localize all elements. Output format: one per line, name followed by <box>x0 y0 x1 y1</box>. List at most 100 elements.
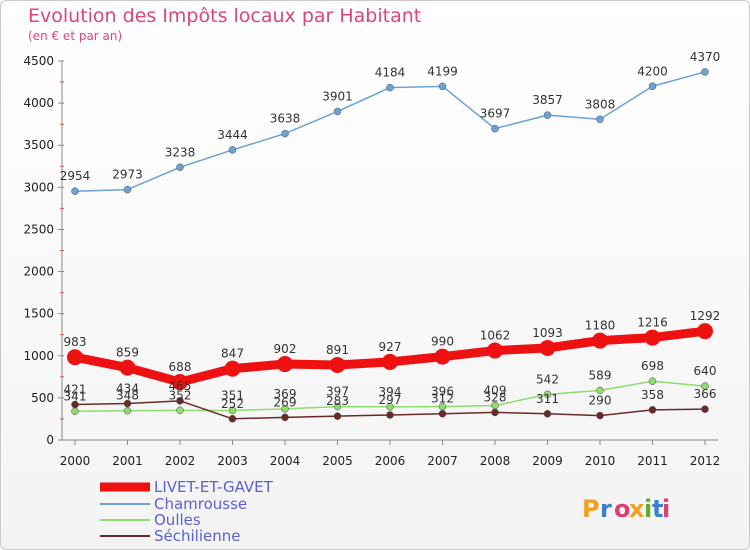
logo-letter: x <box>629 495 645 523</box>
logo-letter: P <box>582 495 600 523</box>
data-point <box>434 348 451 365</box>
data-point <box>386 411 394 419</box>
data-point <box>648 377 657 385</box>
data-point <box>596 411 604 420</box>
data-point <box>281 405 289 413</box>
data-point <box>123 185 132 194</box>
data-label: 847 <box>221 347 244 361</box>
data-point <box>648 82 657 91</box>
x-tick-label: 2000 <box>60 454 91 468</box>
data-point <box>644 329 661 346</box>
data-point <box>119 359 136 376</box>
data-label: 891 <box>326 343 349 357</box>
data-point <box>277 356 293 373</box>
x-tick-label: 2002 <box>165 454 196 468</box>
data-label: 311 <box>536 392 559 406</box>
data-point <box>701 382 709 390</box>
data-label: 4199 <box>427 64 458 78</box>
data-point <box>596 386 604 395</box>
data-label: 902 <box>274 342 297 356</box>
y-tick-label: 500 <box>31 391 54 405</box>
logo-letter: i <box>662 495 670 523</box>
x-tick-label: 2011 <box>637 454 668 468</box>
x-tick-label: 2004 <box>270 454 301 468</box>
data-label: 640 <box>694 364 717 378</box>
logo-letter: o <box>614 495 631 523</box>
data-label: 283 <box>326 394 349 408</box>
y-tick-label: 1000 <box>23 349 54 363</box>
x-tick-label: 2006 <box>375 454 406 468</box>
data-point <box>228 146 237 154</box>
data-point <box>386 83 394 92</box>
data-label: 4200 <box>637 64 668 78</box>
x-tick-label: 2001 <box>112 454 143 468</box>
data-label: 1216 <box>637 316 668 330</box>
data-point <box>228 415 237 423</box>
y-tick-label: 4500 <box>23 54 54 68</box>
logo-letter: t <box>652 495 663 523</box>
data-point <box>228 406 237 415</box>
data-label: 2973 <box>112 168 143 182</box>
data-point <box>123 399 132 408</box>
data-label: 688 <box>169 360 192 374</box>
data-label: 990 <box>431 335 454 349</box>
data-point <box>333 402 342 411</box>
data-point <box>438 409 447 418</box>
data-label: 927 <box>379 340 402 354</box>
data-point <box>543 111 552 119</box>
data-point <box>543 410 552 418</box>
data-label: 1093 <box>532 326 563 340</box>
data-point <box>71 407 79 416</box>
x-tick-label: 2007 <box>427 454 458 468</box>
data-label: 352 <box>169 388 192 402</box>
data-label: 589 <box>589 368 612 382</box>
x-tick-label: 2010 <box>585 454 616 468</box>
data-label: 397 <box>326 385 349 399</box>
data-label: 297 <box>379 393 402 407</box>
data-label: 4184 <box>375 66 406 80</box>
data-point <box>71 187 79 195</box>
data-point <box>648 406 657 414</box>
data-label: 3808 <box>585 97 616 111</box>
data-point <box>386 403 394 411</box>
y-tick-label: 3000 <box>23 180 54 194</box>
data-point <box>697 323 713 340</box>
data-point <box>701 405 709 413</box>
data-label: 358 <box>641 388 664 402</box>
data-label: 3444 <box>217 128 248 142</box>
data-point <box>176 163 184 172</box>
y-tick-label: 2000 <box>23 265 54 279</box>
data-point <box>333 412 342 420</box>
data-label: 434 <box>116 381 139 395</box>
logo-letter: r <box>600 495 612 523</box>
data-point <box>596 115 604 124</box>
data-label: 983 <box>64 335 87 349</box>
logo-letter: i <box>644 495 652 523</box>
x-tick-label: 2003 <box>217 454 248 468</box>
data-label: 252 <box>221 397 244 411</box>
data-label: 290 <box>589 394 612 408</box>
data-point <box>491 124 499 133</box>
data-point <box>382 353 398 370</box>
y-tick-label: 4000 <box>23 96 54 110</box>
data-label: 3901 <box>322 89 353 103</box>
data-label: 542 <box>536 372 559 386</box>
data-label: 396 <box>431 385 454 399</box>
data-label: 4370 <box>690 50 721 64</box>
data-label: 3697 <box>480 107 511 121</box>
data-label: 1180 <box>585 319 616 333</box>
x-tick-label: 2012 <box>690 454 721 468</box>
data-point <box>487 342 503 359</box>
y-tick-label: 3500 <box>23 138 54 152</box>
y-tick-label: 2500 <box>23 222 54 236</box>
data-point <box>539 339 556 356</box>
data-label: 465 <box>169 379 192 393</box>
data-point <box>176 406 184 415</box>
data-point <box>701 68 709 76</box>
data-point <box>329 356 346 373</box>
data-point <box>281 413 289 422</box>
chart-title: Evolution des Impôts locaux par Habitant <box>28 5 421 27</box>
x-tick-label: 2005 <box>322 454 353 468</box>
data-label: 269 <box>274 395 297 409</box>
